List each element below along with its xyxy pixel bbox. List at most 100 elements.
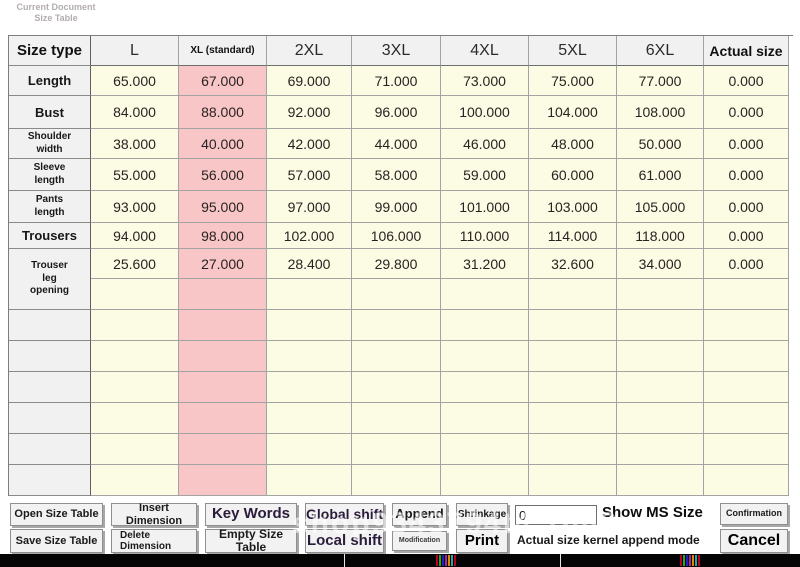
- empty-cell[interactable]: [267, 341, 352, 372]
- cancel-button[interactable]: Cancel: [720, 529, 788, 553]
- row-label[interactable]: Pants length: [9, 191, 91, 223]
- empty-cell[interactable]: [91, 341, 179, 372]
- modification-button[interactable]: Modification: [392, 531, 447, 551]
- row-label[interactable]: Length: [9, 66, 91, 96]
- size-cell[interactable]: 96.000: [352, 96, 441, 129]
- size-cell[interactable]: 34.000: [617, 249, 704, 279]
- size-cell[interactable]: 32.600: [529, 249, 617, 279]
- save-size-table-button[interactable]: Save Size Table: [10, 529, 103, 553]
- size-cell[interactable]: 31.200: [441, 249, 529, 279]
- empty-cell[interactable]: [91, 403, 179, 434]
- row-label[interactable]: Shoulder width: [9, 129, 91, 159]
- empty-cell[interactable]: [617, 341, 704, 372]
- size-cell[interactable]: 110.000: [441, 223, 529, 249]
- empty-cell[interactable]: [617, 403, 704, 434]
- print-button[interactable]: Print: [456, 529, 508, 553]
- size-cell[interactable]: 71.000: [352, 66, 441, 96]
- size-cell[interactable]: 101.000: [441, 191, 529, 223]
- empty-cell[interactable]: [352, 279, 441, 310]
- size-cell[interactable]: 27.000: [179, 249, 267, 279]
- size-cell[interactable]: 59.000: [441, 159, 529, 191]
- size-cell[interactable]: 102.000: [267, 223, 352, 249]
- column-header[interactable]: Size type: [9, 36, 91, 66]
- size-cell[interactable]: 55.000: [91, 159, 179, 191]
- shrinkage-button[interactable]: Shrinkage: [456, 503, 508, 526]
- size-cell[interactable]: 0.000: [704, 249, 789, 279]
- column-header[interactable]: L: [91, 36, 179, 66]
- open-size-table-button[interactable]: Open Size Table: [10, 503, 103, 526]
- empty-cell[interactable]: [9, 341, 91, 372]
- empty-cell[interactable]: [441, 434, 529, 465]
- empty-cell[interactable]: [529, 465, 617, 496]
- size-cell[interactable]: 0.000: [704, 96, 789, 129]
- size-cell[interactable]: 0.000: [704, 191, 789, 223]
- size-cell[interactable]: 75.000: [529, 66, 617, 96]
- row-label[interactable]: Trousers: [9, 223, 91, 249]
- empty-cell[interactable]: [529, 341, 617, 372]
- empty-cell[interactable]: [704, 279, 789, 310]
- empty-cell[interactable]: [267, 403, 352, 434]
- size-cell[interactable]: 100.000: [441, 96, 529, 129]
- size-cell[interactable]: 0.000: [704, 159, 789, 191]
- empty-cell[interactable]: [179, 341, 267, 372]
- empty-cell[interactable]: [704, 434, 789, 465]
- size-cell[interactable]: 118.000: [617, 223, 704, 249]
- empty-cell[interactable]: [617, 279, 704, 310]
- column-header[interactable]: XL (standard): [179, 36, 267, 66]
- size-cell[interactable]: 94.000: [91, 223, 179, 249]
- empty-cell[interactable]: [704, 310, 789, 341]
- empty-cell[interactable]: [267, 434, 352, 465]
- empty-cell[interactable]: [9, 310, 91, 341]
- empty-cell[interactable]: [9, 434, 91, 465]
- confirmation-button[interactable]: Confirmation: [720, 503, 788, 525]
- size-cell[interactable]: 50.000: [617, 129, 704, 159]
- size-cell[interactable]: 108.000: [617, 96, 704, 129]
- empty-cell[interactable]: [441, 465, 529, 496]
- row-label[interactable]: Trouser leg opening: [9, 249, 91, 310]
- size-cell[interactable]: 73.000: [441, 66, 529, 96]
- size-cell[interactable]: 103.000: [529, 191, 617, 223]
- empty-cell[interactable]: [91, 372, 179, 403]
- size-cell[interactable]: 44.000: [352, 129, 441, 159]
- size-cell[interactable]: 42.000: [267, 129, 352, 159]
- empty-cell[interactable]: [529, 279, 617, 310]
- insert-dimension-button[interactable]: Insert Dimension: [111, 503, 197, 526]
- size-cell[interactable]: 92.000: [267, 96, 352, 129]
- empty-cell[interactable]: [91, 465, 179, 496]
- empty-cell[interactable]: [441, 341, 529, 372]
- empty-cell[interactable]: [529, 434, 617, 465]
- empty-cell[interactable]: [9, 465, 91, 496]
- size-cell[interactable]: 98.000: [179, 223, 267, 249]
- delete-dimension-button[interactable]: Delete Dimension: [111, 529, 197, 553]
- size-cell[interactable]: 95.000: [179, 191, 267, 223]
- size-cell[interactable]: 48.000: [529, 129, 617, 159]
- empty-cell[interactable]: [352, 403, 441, 434]
- size-cell[interactable]: 38.000: [91, 129, 179, 159]
- column-header[interactable]: 2XL: [267, 36, 352, 66]
- row-label[interactable]: Bust: [9, 96, 91, 129]
- size-cell[interactable]: 57.000: [267, 159, 352, 191]
- local-shift-button[interactable]: Local shift: [305, 529, 384, 553]
- empty-cell[interactable]: [267, 310, 352, 341]
- empty-cell[interactable]: [617, 465, 704, 496]
- size-cell[interactable]: 69.000: [267, 66, 352, 96]
- column-header[interactable]: 3XL: [352, 36, 441, 66]
- size-cell[interactable]: 65.000: [91, 66, 179, 96]
- empty-cell[interactable]: [704, 403, 789, 434]
- empty-cell[interactable]: [352, 465, 441, 496]
- key-words-button[interactable]: Key Words: [205, 503, 297, 526]
- empty-cell[interactable]: [91, 279, 179, 310]
- empty-cell[interactable]: [617, 434, 704, 465]
- empty-cell[interactable]: [267, 279, 352, 310]
- size-cell[interactable]: 93.000: [91, 191, 179, 223]
- size-cell[interactable]: 114.000: [529, 223, 617, 249]
- size-cell[interactable]: 0.000: [704, 129, 789, 159]
- empty-cell[interactable]: [704, 341, 789, 372]
- size-cell[interactable]: 105.000: [617, 191, 704, 223]
- empty-cell[interactable]: [704, 372, 789, 403]
- column-header[interactable]: 6XL: [617, 36, 704, 66]
- size-cell[interactable]: 58.000: [352, 159, 441, 191]
- column-header[interactable]: Actual size: [704, 36, 789, 66]
- empty-cell[interactable]: [352, 341, 441, 372]
- empty-cell[interactable]: [9, 372, 91, 403]
